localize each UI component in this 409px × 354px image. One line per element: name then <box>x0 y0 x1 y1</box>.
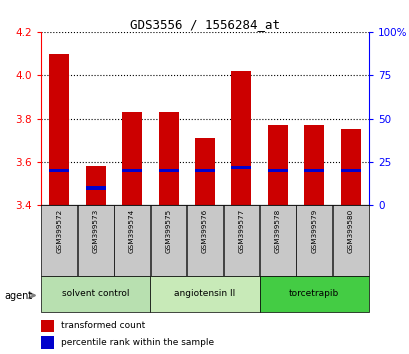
Bar <box>195 169 214 172</box>
Bar <box>195 138 214 205</box>
Text: solvent control: solvent control <box>62 289 129 298</box>
Bar <box>158 169 178 172</box>
Bar <box>78 205 113 276</box>
Bar <box>340 169 360 172</box>
Bar <box>231 71 251 205</box>
Bar <box>332 205 368 276</box>
Text: GSM399579: GSM399579 <box>310 209 317 253</box>
Bar <box>85 187 106 189</box>
Bar <box>267 125 287 205</box>
Text: agent: agent <box>4 291 32 301</box>
Bar <box>259 205 295 276</box>
Bar <box>41 336 54 349</box>
Bar <box>122 112 142 205</box>
Text: torcetrapib: torcetrapib <box>288 289 339 298</box>
Bar <box>114 205 150 276</box>
Bar <box>41 276 150 312</box>
Bar <box>122 169 142 172</box>
Bar <box>41 205 77 276</box>
Title: GDS3556 / 1556284_at: GDS3556 / 1556284_at <box>130 18 279 31</box>
Bar <box>231 166 251 169</box>
Bar <box>296 205 331 276</box>
Bar <box>223 205 258 276</box>
Bar <box>267 169 287 172</box>
Bar <box>303 125 324 205</box>
Bar <box>158 112 178 205</box>
Text: GSM399576: GSM399576 <box>202 209 207 253</box>
Bar <box>151 205 186 276</box>
Text: transformed count: transformed count <box>61 321 144 330</box>
Text: GSM399575: GSM399575 <box>165 209 171 253</box>
Text: GSM399580: GSM399580 <box>347 209 353 253</box>
Bar <box>150 276 259 312</box>
Bar <box>259 276 368 312</box>
Text: angiotensin II: angiotensin II <box>174 289 235 298</box>
Bar <box>340 130 360 205</box>
Bar <box>187 205 222 276</box>
Text: GSM399578: GSM399578 <box>274 209 280 253</box>
Text: GSM399572: GSM399572 <box>56 209 62 253</box>
Bar <box>85 166 106 205</box>
Bar <box>303 169 324 172</box>
Bar <box>49 53 69 205</box>
Text: GSM399574: GSM399574 <box>129 209 135 253</box>
Bar <box>49 169 69 172</box>
Text: GSM399577: GSM399577 <box>238 209 244 253</box>
Text: percentile rank within the sample: percentile rank within the sample <box>61 338 213 347</box>
Bar <box>41 320 54 332</box>
Text: GSM399573: GSM399573 <box>92 209 99 253</box>
